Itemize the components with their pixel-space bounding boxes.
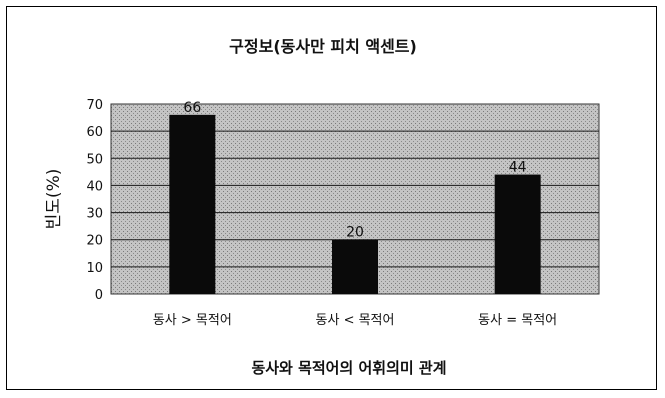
y-tick-label: 30 (86, 207, 103, 222)
y-tick-label: 70 (86, 98, 103, 113)
bar (494, 174, 541, 294)
y-tick-label: 20 (86, 234, 103, 249)
y-tick-label: 50 (86, 152, 103, 167)
bar-value-label: 20 (346, 225, 364, 241)
x-axis-categories: 동사 > 목적어 동사 < 목적어 동사 = 목적어 (153, 313, 557, 328)
x-axis-label: 동사와 목적어의 어휘의미 관계 (251, 359, 446, 377)
bars (169, 114, 541, 294)
y-tick-label: 10 (86, 261, 103, 276)
y-axis-label: 빈도(%) (44, 169, 64, 230)
bar (169, 114, 216, 294)
chart-title: 구정보(동사만 피치 액센트) (229, 37, 417, 56)
x-tick-label: 동사 > 목적어 (153, 313, 232, 328)
x-tick-label: 동사 = 목적어 (478, 313, 557, 328)
data-labels: 66 20 44 (183, 100, 526, 241)
bar-chart: 구정보(동사만 피치 액센트) 0 10 20 30 40 50 60 70 66 20 44 동… (44, 37, 600, 377)
chart-frame: 구정보(동사만 피치 액센트) 0 10 20 30 40 50 60 70 66 20 44 동… (6, 6, 657, 390)
y-tick-label: 0 (95, 288, 103, 303)
bar-value-label: 66 (183, 100, 201, 116)
bar-value-label: 44 (509, 160, 527, 176)
y-tick-label: 40 (86, 179, 103, 194)
bar (332, 239, 378, 294)
x-tick-label: 동사 < 목적어 (316, 313, 395, 328)
y-axis-ticks: 0 10 20 30 40 50 60 70 (86, 98, 103, 303)
y-tick-label: 60 (86, 125, 103, 140)
